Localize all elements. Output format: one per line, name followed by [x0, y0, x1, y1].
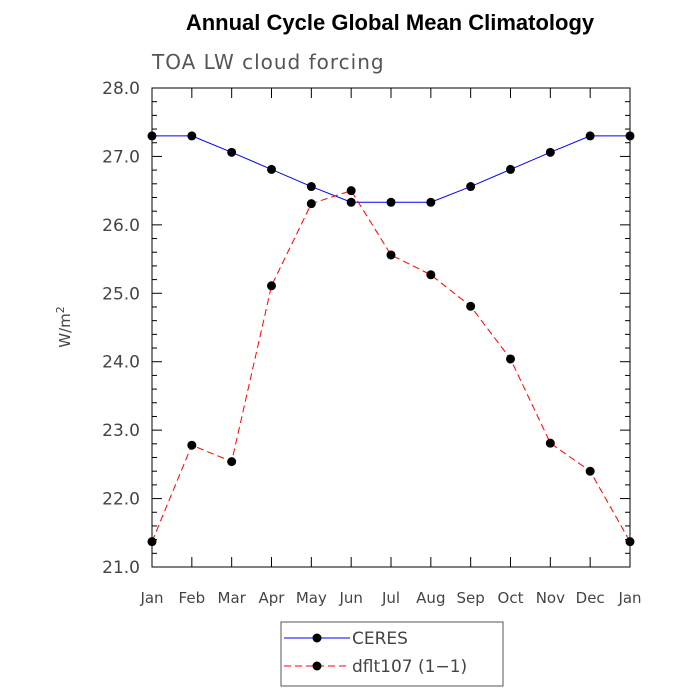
chart-subtitle: TOA LW cloud forcing [151, 50, 385, 74]
data-point-series-0 [147, 131, 157, 141]
data-point-series-0 [346, 197, 356, 207]
series-lines [151, 135, 631, 542]
data-point-series-0 [466, 182, 476, 192]
y-axis-label: W/m2 [54, 306, 74, 348]
data-point-series-1 [625, 537, 635, 547]
data-point-series-1 [506, 354, 515, 364]
legend-label-ceres: CERES [352, 629, 408, 649]
x-tick-label: Aug [416, 589, 445, 607]
data-point-series-1 [267, 281, 276, 291]
x-tick-label: Jul [381, 589, 400, 607]
y-tick-label: 24.0 [102, 353, 140, 373]
legend-marker-ceres [312, 633, 322, 643]
data-point-series-0 [506, 164, 515, 174]
data-point-series-0 [267, 164, 276, 174]
x-tick-label: Sep [457, 589, 485, 607]
data-point-series-0 [585, 131, 595, 141]
data-point-series-1 [187, 440, 197, 450]
x-tick-label: Jan [617, 589, 641, 607]
data-point-series-1 [306, 199, 316, 209]
data-point-series-1 [585, 466, 595, 476]
legend-marker-dflt107 [312, 661, 322, 671]
data-point-series-0 [306, 182, 316, 192]
y-tick-label: 26.0 [102, 216, 140, 236]
x-tick-labels: Jan Feb Mar Apr May Jun Jul Aug Sep Oct Nov Dec Jan [139, 589, 641, 607]
data-point-series-0 [187, 131, 197, 141]
x-tick-label: Jan [139, 589, 163, 607]
x-tick-label: Feb [179, 589, 206, 607]
legend-label-dflt107: dflt107 (1−1) [352, 657, 467, 677]
series-markers [147, 131, 635, 547]
data-point-series-1 [147, 537, 157, 547]
x-tick-label: Dec [576, 589, 605, 607]
data-point-series-0 [426, 197, 436, 207]
chart-title: Annual Cycle Global Mean Climatology [186, 10, 595, 35]
x-tick-label: Apr [259, 589, 286, 607]
data-point-series-0 [625, 131, 635, 141]
legend-box [280, 621, 504, 687]
series-line-1 [151, 190, 631, 542]
axis-ticks [151, 87, 631, 568]
y-tick-label: 23.0 [102, 421, 140, 441]
data-point-series-1 [426, 270, 436, 280]
x-tick-label: Jun [338, 589, 362, 607]
x-tick-label: Oct [498, 589, 524, 607]
y-tick-labels: 21.0 22.0 23.0 24.0 25.0 26.0 27.0 28.0 [102, 79, 140, 578]
y-tick-label: 22.0 [102, 490, 140, 510]
y-tick-label: 25.0 [102, 284, 140, 304]
y-tick-label: 28.0 [102, 79, 140, 99]
data-point-series-1 [466, 301, 476, 311]
data-point-series-1 [545, 438, 555, 448]
x-tick-label: May [296, 589, 327, 607]
legend: CERES dflt107 (1−1) [280, 621, 504, 687]
data-point-series-0 [227, 147, 237, 157]
data-point-series-1 [227, 457, 237, 467]
data-point-series-0 [386, 197, 396, 207]
x-tick-label: Nov [536, 589, 565, 607]
series-line-0 [152, 135, 630, 203]
x-tick-label: Mar [218, 589, 247, 607]
y-tick-label: 27.0 [102, 147, 140, 167]
data-point-series-0 [545, 147, 555, 157]
data-point-series-1 [386, 250, 396, 260]
plot-frame [151, 87, 631, 568]
data-point-series-1 [346, 186, 356, 196]
y-tick-label: 21.0 [102, 558, 140, 578]
